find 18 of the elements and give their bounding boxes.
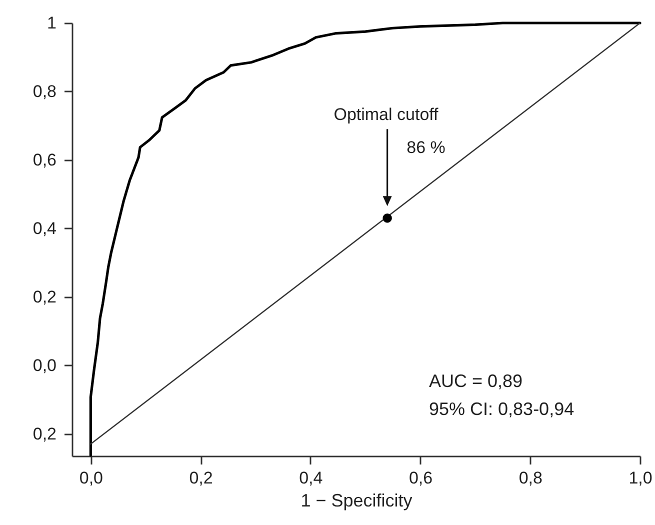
x-tick-label: 0,6 — [408, 468, 433, 488]
annotation: AUC = 0,89 — [429, 371, 523, 391]
y-tick-label: 0,2 — [32, 424, 56, 444]
y-tick-label: 0,6 — [32, 150, 56, 170]
annotation: Optimal cutoff — [334, 105, 439, 124]
x-axis-title: 1 − Specificity — [300, 490, 412, 510]
x-tick-label: 0,0 — [79, 468, 103, 488]
x-tick-label: 0,2 — [189, 468, 213, 488]
annotation: 86 % — [406, 138, 446, 157]
y-tick-label: 0,0 — [32, 356, 56, 375]
annotation: 95% CI: 0,83-0,94 — [429, 399, 574, 419]
y-tick-label: 1 — [47, 14, 56, 32]
x-tick-label: 1,0 — [628, 468, 652, 488]
y-tick-label: 0,4 — [32, 218, 56, 238]
y-tick-label: 0,8 — [32, 82, 56, 101]
x-tick-label: 0,4 — [299, 468, 323, 488]
y-tick-label: 0,2 — [32, 287, 56, 306]
x-tick-label: 0,8 — [518, 468, 542, 488]
